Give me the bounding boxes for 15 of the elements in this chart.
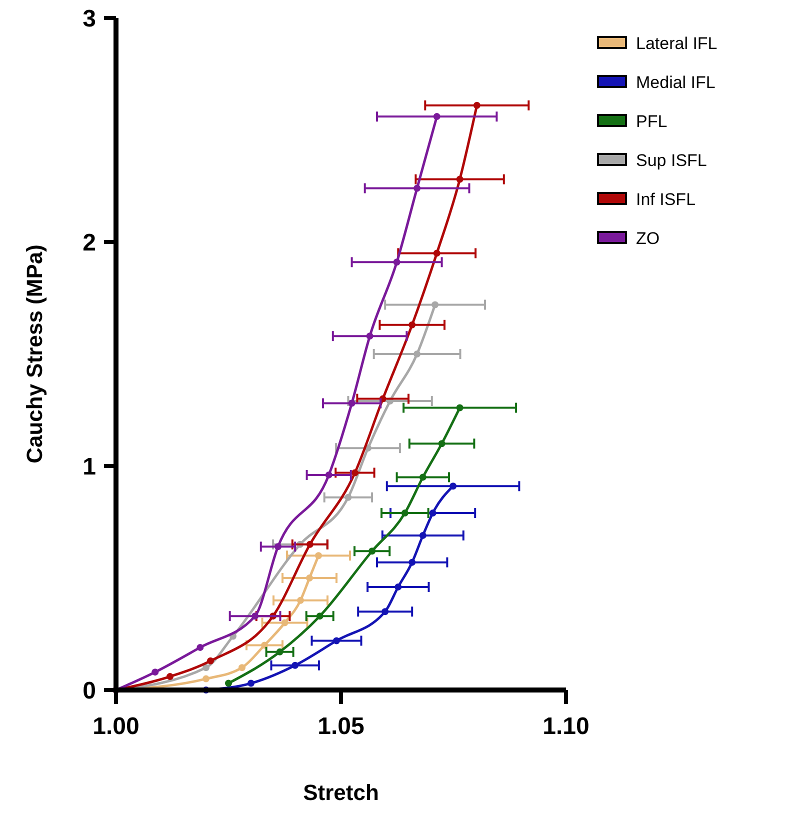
- x-tick-label: 1.00: [92, 713, 140, 740]
- y-tick-label: 3: [82, 5, 96, 32]
- legend-label: PFL: [636, 112, 668, 131]
- y-tick-label: 2: [82, 229, 96, 256]
- x-axis-title: Stretch: [303, 780, 379, 805]
- legend-label: Lateral IFL: [636, 34, 718, 53]
- y-tick-label: 0: [82, 677, 96, 704]
- y-tick-label: 1: [82, 453, 96, 480]
- legend-label: Inf ISFL: [636, 190, 696, 209]
- legend-label: Sup ISFL: [636, 150, 707, 170]
- y-axis-title: Cauchy Stress (MPa): [22, 244, 47, 464]
- x-tick-label: 1.10: [542, 713, 590, 740]
- legend-label: ZO: [636, 228, 660, 248]
- x-tick-label: 1.05: [318, 713, 364, 740]
- legend-label: Medial IFL: [636, 72, 716, 92]
